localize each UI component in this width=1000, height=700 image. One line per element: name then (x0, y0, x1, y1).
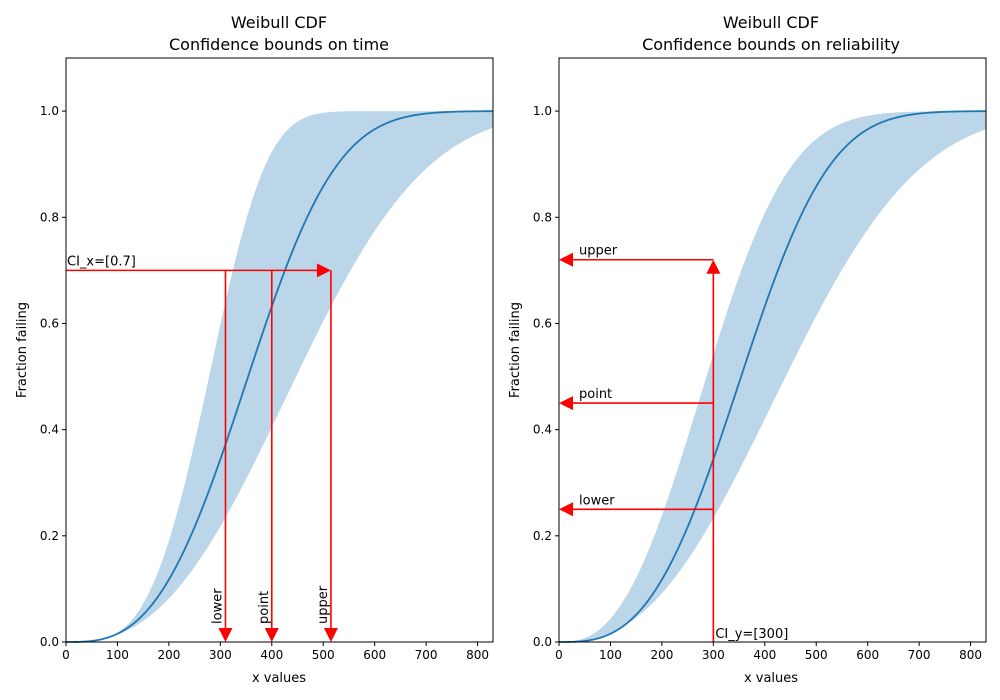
x-tick-label: 600 (363, 648, 386, 662)
cdf-line (559, 110, 987, 643)
y-tick-label: 0.6 (40, 316, 59, 330)
x-tick-label: 100 (599, 648, 622, 662)
bound-label-point: point (257, 591, 272, 624)
x-tick-label: 800 (466, 648, 489, 662)
x-tick-label: 0 (555, 648, 563, 662)
bound-arrow-lower (559, 502, 573, 517)
y-tick-label: 1.0 (40, 104, 59, 118)
chart-time-bounds: Weibull CDF Confidence bounds on time x … (15, 13, 494, 686)
y-axis-label: Fraction failing (508, 302, 523, 398)
bound-arrow-upper (559, 252, 573, 267)
axes-frame (65, 57, 494, 643)
bound-arrow-point (264, 628, 279, 642)
x-tick-label: 300 (209, 648, 232, 662)
x-tick-label: 700 (908, 648, 931, 662)
bound-label-upper: upper (579, 244, 618, 259)
ci-arrow-head (706, 259, 721, 274)
chart-title: Weibull CDF (231, 13, 327, 32)
y-tick-label: 0.8 (533, 210, 552, 224)
bound-arrow-point (559, 396, 573, 411)
x-axis-label: x values (252, 671, 306, 686)
y-tick-label: 1.0 (533, 104, 552, 118)
x-tick-label: 300 (702, 648, 725, 662)
confidence-band (559, 111, 986, 643)
y-tick-label: 0.2 (40, 529, 59, 543)
y-tick-label: 0.4 (40, 423, 59, 437)
y-tick-label: 0.4 (533, 423, 552, 437)
axes-frame (558, 57, 987, 643)
x-tick-label: 600 (856, 648, 879, 662)
chart-subtitle: Confidence bounds on reliability (642, 35, 900, 54)
bound-label-lower: lower (579, 493, 615, 508)
y-tick-label: 0.6 (533, 316, 552, 330)
x-tick-label: 700 (415, 648, 438, 662)
chart-title: Weibull CDF (723, 13, 819, 32)
x-tick-label: 500 (805, 648, 828, 662)
x-tick-label: 800 (959, 648, 982, 662)
ci-label: CI_y=[300] (715, 627, 788, 642)
bound-arrow-upper (323, 628, 338, 642)
y-tick-label: 0.8 (40, 210, 59, 224)
bound-arrow-lower (218, 628, 233, 642)
y-tick-label: 0.2 (533, 529, 552, 543)
x-tick-label: 200 (650, 648, 673, 662)
y-tick-label: 0.0 (533, 635, 552, 649)
x-tick-label: 200 (157, 648, 180, 662)
cdf-line (66, 110, 494, 643)
x-tick-label: 400 (753, 648, 776, 662)
y-axis-label: Fraction failing (15, 302, 30, 398)
ci-arrow-head (316, 263, 331, 278)
x-axis-label: x values (744, 671, 798, 686)
ci-label: CI_x=[0.7] (67, 254, 136, 269)
confidence-band (66, 111, 493, 643)
x-tick-label: 500 (312, 648, 335, 662)
chart-subtitle: Confidence bounds on time (169, 35, 389, 54)
chart-reliability-bounds: Weibull CDF Confidence bounds on reliabi… (508, 13, 987, 686)
x-tick-label: 0 (62, 648, 70, 662)
bound-label-upper: upper (316, 585, 331, 624)
y-tick-label: 0.0 (40, 635, 59, 649)
bound-label-point: point (579, 387, 612, 402)
x-tick-label: 400 (260, 648, 283, 662)
x-tick-label: 100 (106, 648, 129, 662)
bound-label-lower: lower (210, 588, 225, 624)
